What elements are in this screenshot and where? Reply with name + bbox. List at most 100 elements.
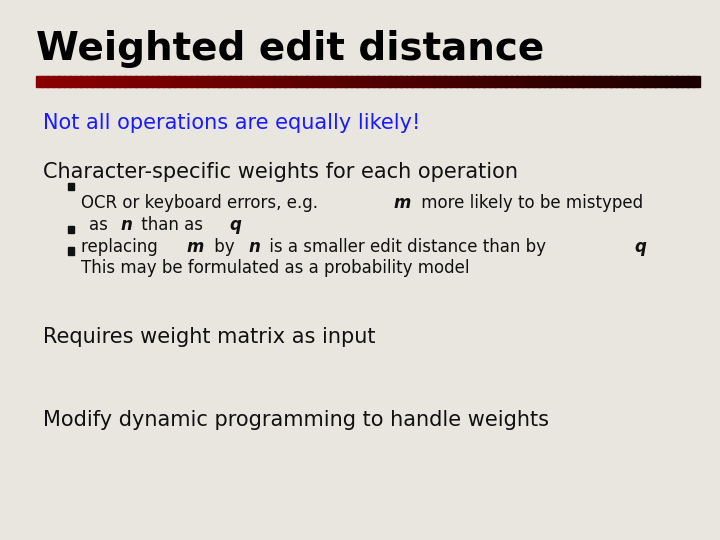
Bar	[516, 76, 523, 87]
Bar	[196, 76, 203, 87]
Bar	[616, 76, 623, 87]
Bar	[91, 76, 98, 87]
Bar	[527, 76, 534, 87]
Text: by: by	[209, 238, 240, 255]
Bar	[456, 76, 462, 87]
Text: more likely to be mistyped: more likely to be mistyped	[415, 194, 643, 212]
Bar	[605, 76, 611, 87]
Bar	[246, 76, 253, 87]
Text: n: n	[120, 216, 132, 234]
Text: Weighted edit distance: Weighted edit distance	[36, 30, 544, 68]
Bar	[108, 76, 114, 87]
Bar	[610, 76, 617, 87]
Bar	[406, 76, 413, 87]
Bar	[75, 76, 81, 87]
Bar	[130, 76, 137, 87]
Text: n: n	[248, 238, 261, 255]
Bar	[68, 183, 74, 190]
Bar	[638, 76, 644, 87]
Bar	[461, 76, 468, 87]
Bar	[599, 76, 606, 87]
Bar	[693, 76, 700, 87]
Bar	[626, 76, 634, 87]
Bar	[682, 76, 689, 87]
Bar	[367, 76, 374, 87]
Bar	[560, 76, 567, 87]
Bar	[544, 76, 551, 87]
Bar	[163, 76, 170, 87]
Bar	[53, 76, 60, 87]
Bar	[489, 76, 495, 87]
Bar	[224, 76, 230, 87]
Bar	[119, 76, 126, 87]
Bar	[295, 76, 302, 87]
Bar	[423, 76, 429, 87]
Bar	[290, 76, 297, 87]
Bar	[671, 76, 678, 87]
Bar	[36, 76, 43, 87]
Bar	[384, 76, 391, 87]
Bar	[582, 76, 590, 87]
Bar	[500, 76, 507, 87]
Bar	[262, 76, 269, 87]
Bar	[334, 76, 341, 87]
Bar	[555, 76, 562, 87]
Text: This may be formulated as a probability model: This may be formulated as a probability …	[81, 259, 469, 277]
Text: replacing: replacing	[81, 238, 163, 255]
Bar	[433, 76, 441, 87]
Bar	[191, 76, 197, 87]
Bar	[113, 76, 120, 87]
Bar	[577, 76, 584, 87]
Bar	[229, 76, 236, 87]
Bar	[390, 76, 396, 87]
Bar	[549, 76, 557, 87]
Bar	[566, 76, 573, 87]
Bar	[42, 76, 48, 87]
Bar	[284, 76, 292, 87]
Text: as: as	[89, 216, 114, 234]
Bar	[257, 76, 264, 87]
Bar	[654, 76, 661, 87]
Bar	[168, 76, 176, 87]
Bar	[212, 76, 220, 87]
Bar	[312, 76, 319, 87]
Bar	[688, 76, 694, 87]
Bar	[593, 76, 600, 87]
Text: q: q	[229, 216, 240, 234]
Bar	[351, 76, 358, 87]
Bar	[318, 76, 325, 87]
Bar	[483, 76, 490, 87]
Bar	[207, 76, 214, 87]
Bar	[328, 76, 336, 87]
Text: Modify dynamic programming to handle weights: Modify dynamic programming to handle wei…	[43, 410, 549, 430]
Bar	[439, 76, 446, 87]
Text: OCR or keyboard errors, e.g.: OCR or keyboard errors, e.g.	[81, 194, 323, 212]
Bar	[356, 76, 363, 87]
Text: Requires weight matrix as input: Requires weight matrix as input	[43, 327, 376, 347]
Bar	[417, 76, 424, 87]
Text: than as: than as	[136, 216, 208, 234]
Bar	[307, 76, 313, 87]
Bar	[268, 76, 275, 87]
Bar	[141, 76, 148, 87]
Bar	[146, 76, 153, 87]
Bar	[63, 76, 71, 87]
Bar	[400, 76, 408, 87]
Bar	[152, 76, 159, 87]
Bar	[539, 76, 545, 87]
Bar	[251, 76, 258, 87]
Bar	[505, 76, 512, 87]
Bar	[676, 76, 683, 87]
Bar	[240, 76, 247, 87]
Bar	[477, 76, 485, 87]
Bar	[323, 76, 330, 87]
Text: q: q	[634, 238, 647, 255]
Bar	[345, 76, 352, 87]
Bar	[301, 76, 308, 87]
Bar	[643, 76, 650, 87]
Bar	[68, 226, 74, 233]
Bar	[632, 76, 639, 87]
Bar	[68, 247, 74, 255]
Bar	[467, 76, 474, 87]
Text: Not all operations are equally likely!: Not all operations are equally likely!	[43, 113, 420, 133]
